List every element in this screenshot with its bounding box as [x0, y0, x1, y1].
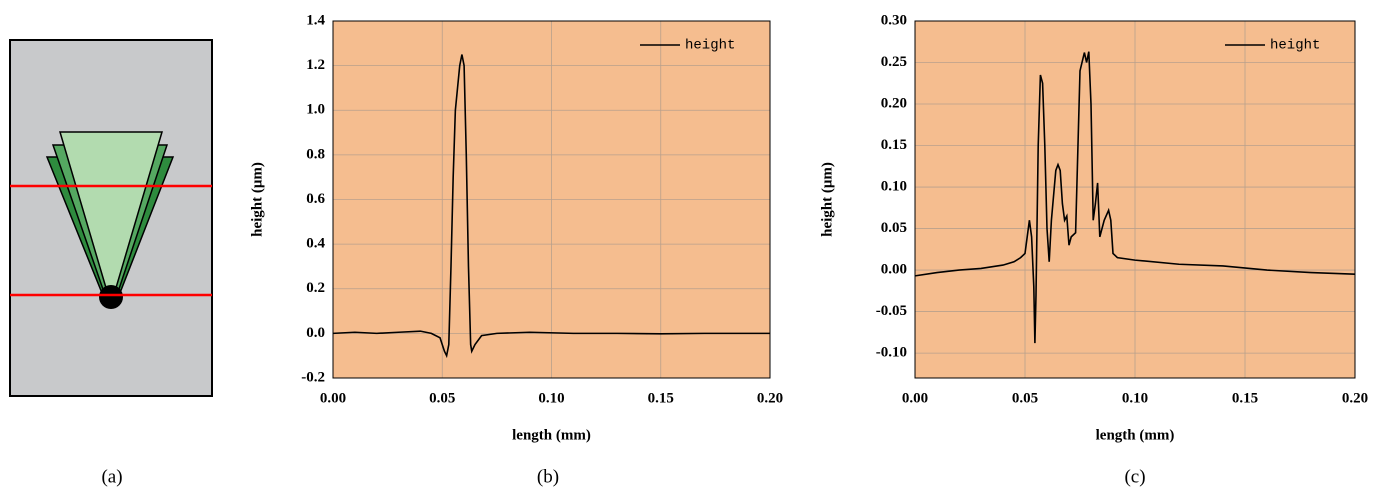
y-tick-label: 0.20: [881, 95, 907, 111]
x-tick-label: 0.20: [757, 390, 783, 406]
x-tick-label: 0.00: [902, 390, 928, 406]
y-tick-label: 1.4: [306, 12, 325, 28]
plot-frame: [914, 20, 1356, 379]
y-tick-label: 0.4: [306, 236, 325, 252]
y-tick-label: -0.10: [876, 345, 907, 361]
x-tick-label: 0.10: [1122, 390, 1148, 406]
y-tick-label: 0.10: [881, 178, 907, 194]
x-tick-label: 0.15: [648, 390, 674, 406]
y-tick-label: 0.0: [306, 325, 325, 341]
legend-label: height: [685, 38, 735, 54]
panel-label: (c): [1124, 466, 1145, 487]
x-axis-label: length (mm): [512, 427, 591, 443]
panel-label: (a): [101, 466, 122, 487]
panel-label: (b): [537, 466, 559, 487]
y-tick-label: 0.30: [881, 12, 907, 28]
y-tick-label: 0.8: [306, 146, 325, 162]
y-tick-label: 0.6: [306, 191, 325, 207]
y-tick-label: 0.15: [881, 137, 907, 153]
x-tick-label: 0.20: [1342, 390, 1368, 406]
x-tick-label: 0.05: [1012, 390, 1038, 406]
plot-frame: [332, 20, 771, 379]
x-tick-label: 0.05: [429, 390, 455, 406]
y-tick-label: 0.2: [306, 280, 325, 296]
x-tick-label: 0.00: [320, 390, 346, 406]
diagram-tip: [99, 285, 123, 309]
y-tick-label: 0.05: [881, 220, 907, 236]
x-tick-label: 0.10: [538, 390, 564, 406]
y-tick-label: -0.2: [301, 369, 325, 385]
line: [332, 54, 770, 359]
y-axis-label: height (μm): [249, 162, 265, 237]
y-tick-label: -0.05: [876, 303, 907, 319]
x-axis-label: length (mm): [1096, 427, 1175, 443]
diagram: [9, 39, 213, 397]
line: [914, 51, 1356, 344]
y-tick-label: 0.00: [881, 262, 907, 278]
y-axis-label: height (μm): [819, 162, 835, 237]
legend-label: height: [1270, 38, 1320, 54]
y-tick-label: 0.25: [881, 54, 907, 70]
y-tick-label: 1.2: [306, 57, 325, 73]
x-tick-label: 0.15: [1232, 390, 1258, 406]
y-tick-label: 1.0: [306, 102, 325, 118]
